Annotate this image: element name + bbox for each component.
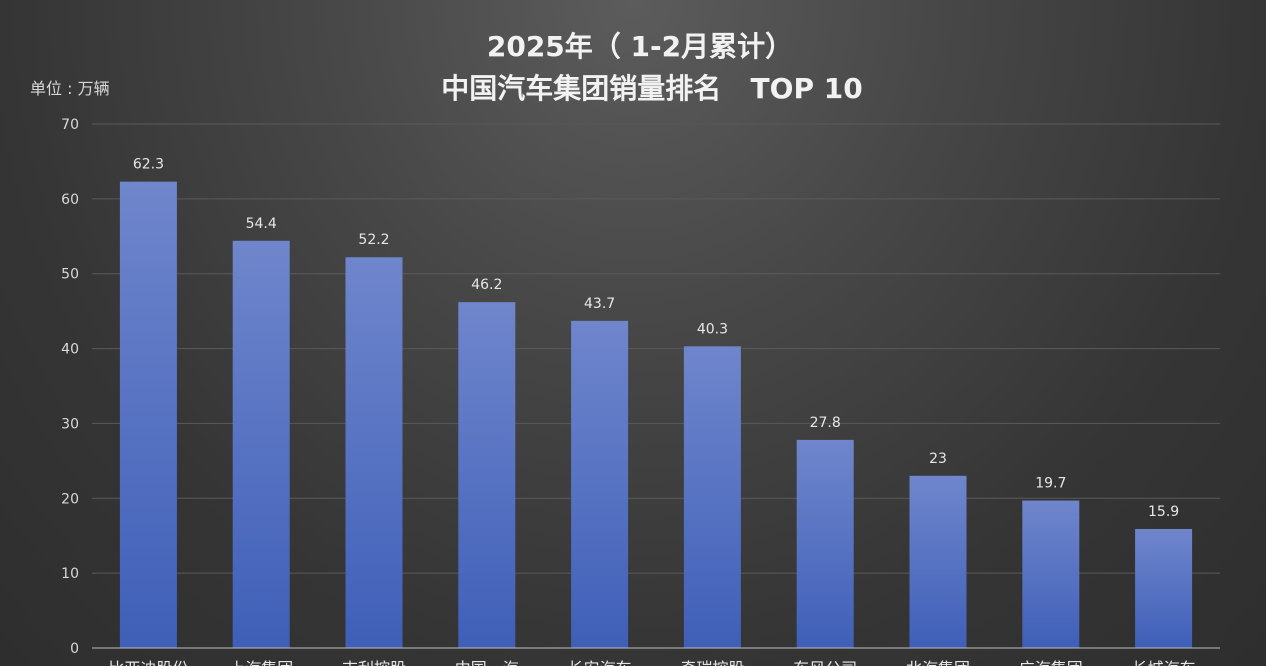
x-tick-label: 长城汽车 — [1132, 659, 1196, 666]
data-labels: 62.3 54.4 52.2 46.2 43.7 40.3 27.8 23 19.7 15.9 — [133, 157, 1179, 520]
y-tick-label: 60 — [61, 192, 79, 208]
x-tick-label: 吉利控股 — [342, 659, 406, 666]
bar — [1022, 500, 1080, 648]
bar — [232, 240, 290, 648]
y-tick-label: 70 — [61, 117, 79, 133]
bar — [458, 302, 516, 648]
x-axis: 比亚迪股份 上汽集团 吉利控股 中国一汽 长安汽车 奇瑞控股 东风公司 北汽集团 广汽集团 长城汽… — [108, 659, 1195, 666]
y-tick-label: 20 — [61, 491, 79, 507]
data-label: 43.7 — [584, 296, 615, 312]
bar — [909, 475, 967, 648]
bars — [119, 181, 1193, 648]
chart-subtitle: 中国汽车集团销量排名 TOP 10 — [441, 72, 862, 105]
bar — [119, 181, 177, 648]
chart-title: 2025年（ 1-2月累计） — [487, 30, 793, 63]
x-tick-label: 中国一汽 — [455, 659, 519, 666]
data-label: 27.8 — [810, 415, 841, 431]
bar — [1135, 528, 1193, 648]
y-axis: 0 10 20 30 40 50 60 70 — [61, 117, 79, 657]
y-tick-label: 30 — [61, 416, 79, 432]
x-tick-label: 广汽集团 — [1019, 659, 1083, 666]
x-tick-label: 东风公司 — [793, 659, 857, 666]
x-tick-label: 长安汽车 — [568, 659, 632, 666]
data-label: 46.2 — [471, 277, 502, 293]
unit-label: 单位 : 万辆 — [30, 79, 110, 98]
x-tick-label: 奇瑞控股 — [680, 659, 744, 666]
data-label: 23 — [929, 451, 947, 467]
data-label: 62.3 — [133, 157, 164, 173]
data-label: 54.4 — [246, 216, 277, 232]
data-label: 40.3 — [697, 321, 728, 337]
y-tick-label: 40 — [61, 342, 79, 358]
y-tick-label: 10 — [61, 566, 79, 582]
data-label: 52.2 — [358, 232, 389, 248]
data-label: 15.9 — [1148, 504, 1179, 520]
x-tick-label: 比亚迪股份 — [108, 659, 188, 666]
x-tick-label: 上汽集团 — [229, 659, 293, 666]
bar — [796, 439, 854, 648]
y-tick-label: 50 — [61, 267, 79, 283]
bar — [571, 320, 629, 648]
data-label: 19.7 — [1035, 476, 1066, 492]
bar — [683, 346, 741, 648]
x-tick-label: 北汽集团 — [906, 659, 970, 666]
bar — [345, 257, 403, 648]
y-tick-label: 0 — [70, 641, 79, 657]
